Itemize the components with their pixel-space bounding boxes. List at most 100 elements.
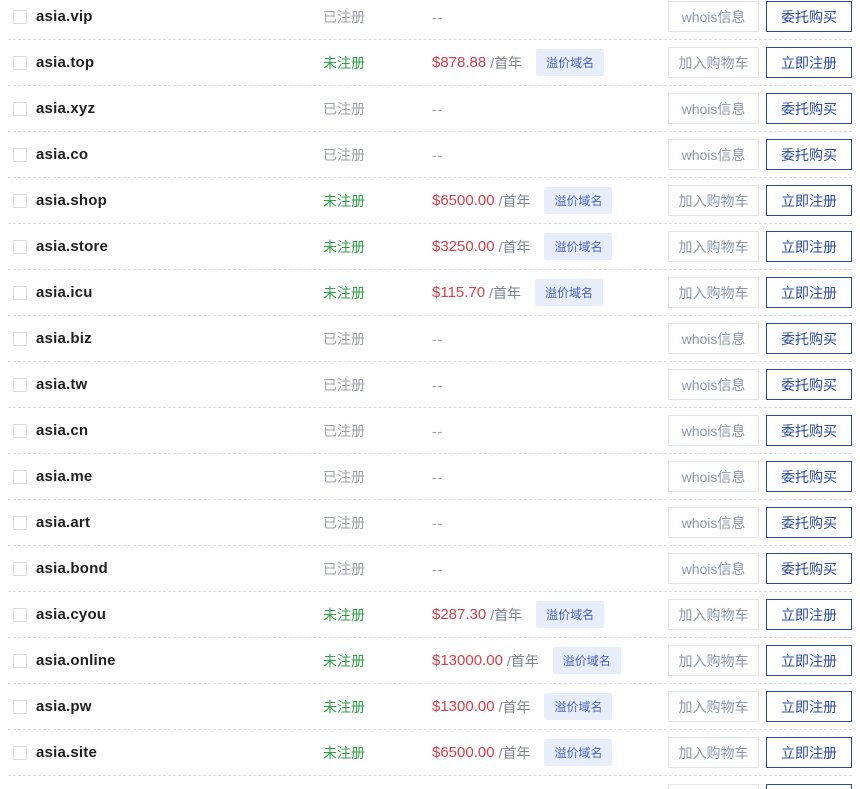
row-checkbox[interactable] [13, 745, 27, 760]
row-checkbox[interactable] [13, 561, 27, 576]
premium-domain-badge[interactable]: 溢价域名 [544, 233, 613, 260]
domain-name: asia.bond [36, 560, 108, 577]
delegate-buy-button[interactable]: 委托购买 [766, 415, 852, 446]
row-checkbox[interactable] [13, 607, 27, 622]
no-price-placeholder: -- [432, 376, 444, 393]
premium-domain-badge[interactable]: 溢价域名 [544, 693, 613, 720]
row-checkbox[interactable] [13, 101, 27, 116]
whois-info-button[interactable]: whois信息 [668, 93, 759, 124]
row-checkbox[interactable] [13, 699, 27, 714]
premium-domain-badge[interactable]: 溢价域名 [544, 739, 613, 766]
price-area: -- [432, 423, 668, 439]
no-price-placeholder: -- [432, 330, 444, 347]
row-checkbox[interactable] [13, 653, 27, 668]
domain-price: $115.70 [432, 284, 486, 301]
add-to-cart-button[interactable]: 加入购物车 [668, 277, 759, 308]
domain-result-row: asia.xyz 已注册 -- whois信息 委托购买 [8, 86, 852, 132]
delegate-buy-button[interactable]: 委托购买 [766, 369, 852, 400]
whois-info-button[interactable]: whois信息 [668, 1, 759, 32]
premium-domain-badge[interactable]: 溢价域名 [536, 601, 605, 628]
row-checkbox[interactable] [13, 515, 27, 530]
premium-domain-badge[interactable]: 溢价域名 [552, 647, 621, 674]
add-to-cart-button[interactable]: 加入购物车 [668, 645, 759, 676]
no-price-placeholder: -- [432, 8, 444, 25]
price-unit-label: /首年 [490, 606, 523, 623]
domain-name: asia.cyou [36, 606, 107, 623]
row-checkbox[interactable] [13, 239, 27, 254]
whois-info-button[interactable]: whois信息 [668, 461, 759, 492]
primary-action-button[interactable] [766, 783, 852, 789]
delegate-buy-button[interactable]: 委托购买 [766, 93, 852, 124]
registration-status: 已注册 [323, 8, 365, 25]
domain-name: asia.xyz [36, 100, 96, 117]
row-checkbox[interactable] [13, 377, 27, 392]
row-checkbox[interactable] [13, 9, 27, 24]
domain-result-row: asia.site 未注册 $6500.00/首年 溢价域名 加入购物车 立即注册 [8, 730, 852, 776]
premium-domain-badge[interactable]: 溢价域名 [535, 279, 604, 306]
row-actions: 加入购物车 立即注册 [668, 277, 852, 308]
register-now-button[interactable]: 立即注册 [766, 231, 852, 262]
premium-domain-badge[interactable]: 溢价域名 [544, 187, 613, 214]
whois-info-button[interactable]: whois信息 [668, 507, 759, 538]
add-to-cart-button[interactable]: 加入购物车 [668, 691, 759, 722]
domain-result-row: asia.art 已注册 -- whois信息 委托购买 [8, 500, 852, 546]
domain-name: asia.vip [36, 8, 93, 25]
whois-info-button[interactable]: whois信息 [668, 323, 759, 354]
domain-result-row: asia.store 未注册 $3250.00/首年 溢价域名 加入购物车 立即注… [8, 224, 852, 270]
delegate-buy-button[interactable]: 委托购买 [766, 507, 852, 538]
registration-status: 未注册 [323, 698, 365, 715]
register-now-button[interactable]: 立即注册 [766, 691, 852, 722]
delegate-buy-button[interactable]: 委托购买 [766, 1, 852, 32]
register-now-button[interactable]: 立即注册 [766, 645, 852, 676]
domain-result-row: asia.me 已注册 -- whois信息 委托购买 [8, 454, 852, 500]
domain-result-row: asia.tw 已注册 -- whois信息 委托购买 [8, 362, 852, 408]
row-checkbox[interactable] [13, 55, 27, 70]
row-checkbox[interactable] [13, 331, 27, 346]
secondary-action-button[interactable] [668, 783, 759, 789]
register-now-button[interactable]: 立即注册 [766, 737, 852, 768]
whois-info-button[interactable]: whois信息 [668, 139, 759, 170]
price-area: -- [432, 331, 668, 347]
registration-status: 未注册 [323, 652, 365, 669]
premium-domain-badge[interactable]: 溢价域名 [536, 49, 605, 76]
add-to-cart-button[interactable]: 加入购物车 [668, 599, 759, 630]
domain-result-row: asia.online 未注册 $13000.00/首年 溢价域名 加入购物车 立… [8, 638, 852, 684]
domain-name: asia.co [36, 146, 89, 163]
delegate-buy-button[interactable]: 委托购买 [766, 323, 852, 354]
row-checkbox[interactable] [13, 193, 27, 208]
domain-name: asia.top [36, 54, 95, 71]
row-actions: whois信息 委托购买 [668, 139, 852, 170]
add-to-cart-button[interactable]: 加入购物车 [668, 737, 759, 768]
no-price-placeholder: -- [432, 422, 444, 439]
row-checkbox[interactable] [13, 147, 27, 162]
delegate-buy-button[interactable]: 委托购买 [766, 553, 852, 584]
delegate-buy-button[interactable]: 委托购买 [766, 461, 852, 492]
whois-info-button[interactable]: whois信息 [668, 553, 759, 584]
add-to-cart-button[interactable]: 加入购物车 [668, 185, 759, 216]
no-price-placeholder: -- [432, 560, 444, 577]
domain-name: asia.cn [36, 422, 89, 439]
register-now-button[interactable]: 立即注册 [766, 185, 852, 216]
whois-info-button[interactable]: whois信息 [668, 415, 759, 446]
register-now-button[interactable]: 立即注册 [766, 277, 852, 308]
whois-info-button[interactable]: whois信息 [668, 369, 759, 400]
domain-price: $13000.00 [432, 652, 503, 669]
row-checkbox[interactable] [13, 423, 27, 438]
add-to-cart-button[interactable]: 加入购物车 [668, 231, 759, 262]
registration-status: 已注册 [323, 514, 365, 531]
register-now-button[interactable]: 立即注册 [766, 47, 852, 78]
register-now-button[interactable]: 立即注册 [766, 599, 852, 630]
domain-name: asia.icu [36, 284, 93, 301]
row-checkbox[interactable] [13, 285, 27, 300]
row-actions: whois信息 委托购买 [668, 1, 852, 32]
row-checkbox[interactable] [13, 469, 27, 484]
registration-status: 未注册 [323, 192, 365, 209]
row-actions: whois信息 委托购买 [668, 93, 852, 124]
price-area: $287.30/首年 溢价域名 [432, 601, 668, 628]
domain-name: asia.tw [36, 376, 88, 393]
registration-status: 未注册 [323, 54, 365, 71]
row-actions: whois信息 委托购买 [668, 323, 852, 354]
row-actions: whois信息 委托购买 [668, 415, 852, 446]
add-to-cart-button[interactable]: 加入购物车 [668, 47, 759, 78]
delegate-buy-button[interactable]: 委托购买 [766, 139, 852, 170]
